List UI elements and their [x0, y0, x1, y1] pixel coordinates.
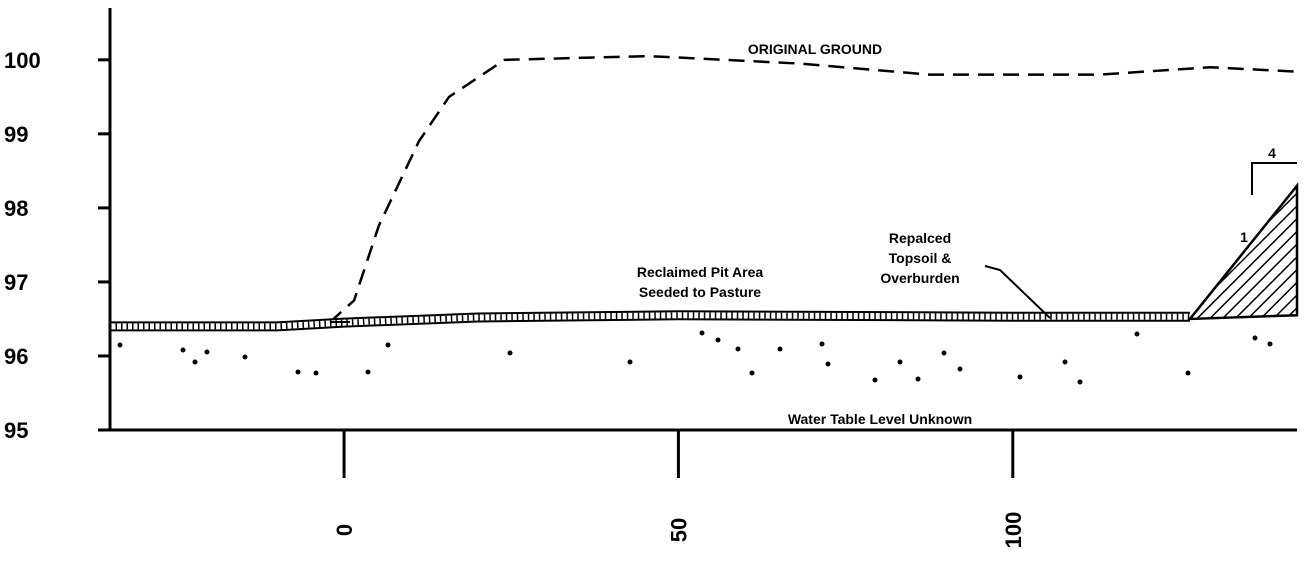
annotation: Water Table Level Unknown: [788, 411, 972, 427]
annotation: Topsoil &: [889, 250, 952, 266]
gravel: [749, 370, 755, 376]
gravel: [872, 377, 878, 383]
gravel: [295, 369, 301, 375]
y-tick-label: 96: [4, 344, 28, 369]
gravel: [192, 359, 198, 365]
gravel: [897, 359, 903, 365]
gravel: [1252, 335, 1258, 341]
gravel: [507, 350, 513, 356]
series-label: ORIGINAL GROUND: [748, 41, 882, 57]
gravel: [627, 359, 633, 365]
gravel: [1134, 331, 1140, 337]
y-tick-label: 97: [4, 270, 28, 295]
gravel: [735, 346, 741, 352]
gravel: [777, 346, 783, 352]
gravel: [385, 342, 391, 348]
gravel: [242, 354, 248, 360]
ground-line: [328, 54, 1298, 324]
topsoil-hatch: [110, 312, 1190, 330]
gravel: [1062, 359, 1068, 365]
gravel: [699, 330, 705, 336]
hatched-slope: [1187, 182, 1299, 321]
gravel: [915, 376, 921, 382]
gravel: [1267, 341, 1273, 347]
annotation: Seeded to Pasture: [639, 284, 761, 300]
gravel: [180, 347, 186, 353]
gravel: [365, 369, 371, 375]
annotation: Overburden: [880, 270, 959, 286]
gravel: [117, 342, 123, 348]
slope-symbol: [1251, 162, 1297, 195]
annotation: Reclaimed Pit Area: [637, 264, 764, 280]
annotation: 1: [1240, 229, 1248, 245]
gravel: [825, 361, 831, 367]
gravel: [941, 350, 947, 356]
gravel: [204, 349, 210, 355]
gravel: [1077, 379, 1083, 385]
y-tick-label: 98: [4, 196, 28, 221]
x-tick-label: 50: [666, 518, 691, 542]
gravel: [1017, 374, 1023, 380]
leader: [984, 265, 1051, 319]
gravel: [715, 337, 721, 343]
y-tick-label: 95: [4, 418, 28, 443]
x-tick-label: 0: [332, 524, 357, 536]
gravel: [313, 370, 319, 376]
x-tick-label: 100: [1001, 512, 1026, 549]
y-tick-label: 99: [4, 122, 28, 147]
gravel: [819, 341, 825, 347]
y-tick-label: 100: [4, 48, 41, 73]
annotation: Repalced: [889, 230, 951, 246]
annotation: 4: [1268, 145, 1276, 161]
gravel: [1185, 370, 1191, 376]
gravel: [957, 366, 963, 372]
